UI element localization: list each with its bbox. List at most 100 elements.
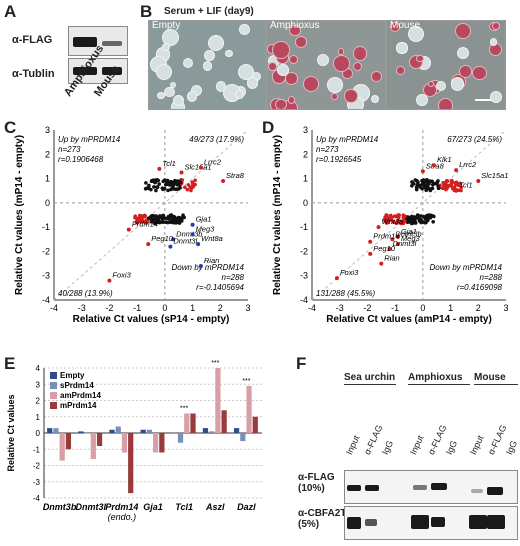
- bar: [84, 433, 90, 434]
- cell-colony: [295, 36, 307, 48]
- x-tick-label: -4: [50, 303, 58, 313]
- gene-label: Rian: [384, 254, 399, 263]
- cell-colony: [370, 95, 379, 103]
- chip-lane-label: Input: [468, 433, 486, 457]
- data-point: [407, 218, 411, 223]
- bar: [159, 433, 165, 453]
- bar: [140, 429, 146, 433]
- cell-colony: [396, 42, 408, 54]
- data-point: [428, 215, 432, 220]
- data-point: [145, 219, 149, 224]
- data-point: [437, 186, 441, 190]
- fraction-down: 131/288 (45.5%): [316, 289, 375, 298]
- labeled-point: [196, 242, 201, 247]
- gene-label: Gja1: [196, 215, 212, 224]
- cell-colony: [289, 54, 299, 64]
- blot-row-label: α-Tublin: [12, 68, 55, 80]
- cell-colony: [415, 93, 428, 107]
- cell-colony: [164, 86, 175, 98]
- x-tick-label: -3: [78, 303, 86, 313]
- gene-label: Slc15a1: [184, 163, 211, 172]
- group-label: Mouse: [474, 372, 506, 383]
- data-point: [133, 215, 137, 220]
- y-tick-label: 3: [303, 125, 308, 135]
- y-axis-label: Relative Ct values (mP14 - empty): [272, 135, 283, 295]
- panel-b-title: Serum + LIF (day9): [164, 6, 254, 17]
- category-label: Gja1: [143, 502, 163, 512]
- chip-lane-label: IgG: [380, 438, 396, 457]
- gene-label: Prdm14: [132, 220, 158, 229]
- cell-colony: [288, 96, 296, 104]
- labeled-point: [168, 244, 173, 249]
- panel-e-label: E: [4, 354, 16, 373]
- annotation-up: Up by mPRDM14: [58, 135, 121, 144]
- western-blot-a: α-FLAG α-Tublin Amphioxus Mouse: [10, 22, 130, 132]
- data-point: [410, 180, 414, 184]
- data-point: [179, 217, 184, 222]
- bar: [202, 428, 209, 433]
- labeled-point: [198, 165, 203, 170]
- cell-colony: [489, 38, 498, 46]
- y-tick-label: 0: [45, 198, 50, 208]
- bar: [209, 431, 215, 433]
- group-label: Amphioxus: [408, 372, 463, 383]
- chip-lane-label: IgG: [444, 438, 460, 457]
- data-point: [149, 187, 153, 192]
- data-point: [171, 182, 176, 186]
- gene-label: Wnt8a: [201, 234, 223, 243]
- data-point: [454, 181, 458, 186]
- x-tick-label: 1: [190, 303, 195, 313]
- data-point: [382, 218, 387, 222]
- panel-b-label: B: [140, 2, 153, 21]
- cell-colony: [408, 25, 425, 42]
- cell-colony: [161, 28, 180, 47]
- bar: [121, 433, 128, 453]
- annotation-up: Up by mPRDM14: [316, 135, 379, 144]
- labeled-point: [420, 169, 425, 174]
- data-point: [458, 181, 462, 186]
- annotation-up: n=273: [316, 145, 339, 154]
- bar: [215, 368, 221, 433]
- data-point: [183, 185, 187, 190]
- data-point: [388, 213, 393, 218]
- x-axis-label: Relative Ct values (sP14 - empty): [73, 314, 230, 325]
- cell-colony: [472, 65, 487, 81]
- data-point: [423, 216, 428, 221]
- y-tick-label: 2: [45, 149, 50, 159]
- gene-label: Foxi3: [112, 271, 131, 280]
- annotation-down: r=-0.1405694: [196, 283, 244, 292]
- cell-colony: [458, 65, 472, 79]
- cell-colony: [489, 90, 502, 103]
- data-point: [173, 217, 178, 221]
- y-tick-label: 1: [36, 413, 41, 422]
- fraction-up: 49/273 (17.9%): [189, 135, 244, 144]
- bar: [171, 433, 177, 434]
- bar: [53, 428, 59, 433]
- data-point: [163, 182, 168, 187]
- fraction-down: 40/288 (13.9%): [58, 289, 113, 298]
- labeled-point: [390, 237, 395, 242]
- x-tick-label: -1: [391, 303, 399, 313]
- cell-colony: [246, 77, 259, 89]
- cell-colony: [352, 61, 363, 71]
- data-point: [169, 215, 174, 220]
- bar: [47, 428, 53, 433]
- cell-colony: [370, 71, 382, 82]
- y-tick-label: -2: [42, 246, 50, 256]
- bar: [190, 413, 196, 433]
- diagonal: [311, 129, 507, 301]
- cell-colony: [337, 48, 345, 55]
- data-point: [166, 188, 170, 193]
- cell-colony: [157, 91, 165, 99]
- data-point: [178, 185, 182, 190]
- chip-row-label: α-FLAG (10%): [298, 472, 335, 494]
- labeled-point: [395, 234, 400, 239]
- gene-label: Tcl1: [162, 159, 175, 168]
- y-axis-label: Relative Ct values (mP14 - empty): [14, 135, 25, 295]
- cell-colony: [187, 91, 198, 102]
- gene-label: Dnmt3l: [393, 239, 417, 248]
- cell-colony: [436, 80, 447, 91]
- x-tick-label: -1: [133, 303, 141, 313]
- bar: [78, 431, 84, 433]
- x-tick-label: 2: [476, 303, 481, 313]
